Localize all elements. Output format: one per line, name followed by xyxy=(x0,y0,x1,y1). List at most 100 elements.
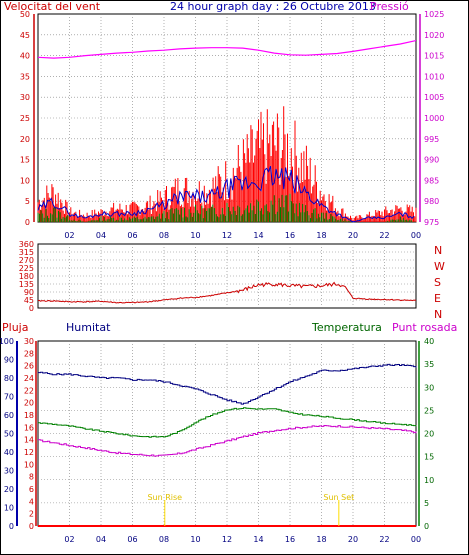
wind-tick-label: 45 xyxy=(20,31,30,40)
x-tick-label: 20 xyxy=(348,535,358,544)
x-tick-label: 22 xyxy=(379,535,389,544)
wind-direction-series xyxy=(37,281,417,304)
rain-tick-label: 2 xyxy=(29,510,34,519)
humidity-tick-label: 50 xyxy=(4,430,14,439)
compass-label: E xyxy=(434,292,441,305)
x-tick-label: 04 xyxy=(96,535,106,544)
direction-tick-label: 315 xyxy=(19,248,34,257)
pressure-tick-label: 1000 xyxy=(424,114,444,123)
temperature-axis-title: Temperatura xyxy=(311,321,382,334)
rain-tick-label: 0 xyxy=(29,522,34,531)
x-tick-label: 16 xyxy=(285,535,295,544)
direction-tick-label: 0 xyxy=(29,304,34,313)
temperature-series xyxy=(38,407,417,438)
temperature-tick-label: 5 xyxy=(424,499,429,508)
humidity-tick-label: 100 xyxy=(0,337,14,346)
x-tick-label: 08 xyxy=(159,231,169,240)
rain-tick-label: 14 xyxy=(24,436,34,445)
x-tick-label: 20 xyxy=(348,231,358,240)
humidity-tick-label: 40 xyxy=(4,448,14,457)
humidity-tick-label: 20 xyxy=(4,485,14,494)
x-tick-label: 06 xyxy=(127,231,137,240)
rain-tick-label: 22 xyxy=(24,386,34,395)
wind-tick-label: 10 xyxy=(20,176,30,185)
pressure-tick-label: 985 xyxy=(424,176,439,185)
direction-tick-label: 270 xyxy=(19,256,34,265)
rain-tick-label: 30 xyxy=(24,337,34,346)
dewpoint-series xyxy=(38,425,417,457)
direction-tick-label: 180 xyxy=(19,272,34,281)
pressure-axis-title: Pressió xyxy=(370,0,409,13)
wind-tick-label: 20 xyxy=(20,135,30,144)
sunrise-label: Sun Rise xyxy=(147,493,182,502)
humidity-series xyxy=(38,363,417,405)
wind-tick-label: 40 xyxy=(20,52,30,61)
humidity-axis-title: Humitat xyxy=(66,321,111,334)
rain-tick-label: 26 xyxy=(24,362,34,371)
humidity-tick-label: 0 xyxy=(9,522,14,531)
x-tick-label: 18 xyxy=(316,535,326,544)
direction-tick-label: 45 xyxy=(24,296,34,305)
rain-tick-label: 10 xyxy=(24,460,34,469)
humidity-tick-label: 80 xyxy=(4,374,14,383)
compass-label: W xyxy=(434,260,445,273)
x-tick-label: 14 xyxy=(253,535,263,544)
dewpoint-axis-title: Punt rosada xyxy=(392,321,457,334)
pressure-tick-label: 990 xyxy=(424,156,439,165)
x-tick-label: 10 xyxy=(190,231,200,240)
graph-title: 24 hour graph day : 26 Octubre 2013 xyxy=(170,0,376,13)
pressure-series xyxy=(37,40,417,59)
compass-label: N xyxy=(434,244,442,257)
wind-tick-label: 15 xyxy=(20,156,30,165)
rain-tick-label: 24 xyxy=(24,374,34,383)
wind-tick-label: 25 xyxy=(20,114,30,123)
wind-tick-label: 30 xyxy=(20,93,30,102)
x-tick-label: 12 xyxy=(222,535,232,544)
wind-tick-label: 0 xyxy=(25,218,30,227)
x-tick-label: 12 xyxy=(222,231,232,240)
direction-tick-label: 360 xyxy=(19,240,34,249)
avg-wind-series xyxy=(37,193,415,222)
pressure-tick-label: 995 xyxy=(424,135,439,144)
temperature-tick-label: 15 xyxy=(424,453,434,462)
wind-tick-label: 35 xyxy=(20,72,30,81)
direction-tick-label: 135 xyxy=(19,280,34,289)
x-tick-label: 04 xyxy=(96,231,106,240)
x-tick-label: 02 xyxy=(64,231,74,240)
rain-tick-label: 28 xyxy=(24,349,34,358)
pressure-tick-label: 1010 xyxy=(424,72,444,81)
compass-label: N xyxy=(434,308,442,321)
x-tick-label: 08 xyxy=(159,535,169,544)
temperature-tick-label: 30 xyxy=(424,383,434,392)
pressure-tick-label: 975 xyxy=(424,218,439,227)
temperature-tick-label: 40 xyxy=(424,337,434,346)
x-tick-label: 00 xyxy=(411,231,421,240)
humidity-tick-label: 60 xyxy=(4,411,14,420)
rain-tick-label: 4 xyxy=(29,497,34,506)
rain-tick-label: 18 xyxy=(24,411,34,420)
rain-tick-label: 6 xyxy=(29,485,34,494)
rain-tick-label: 20 xyxy=(24,399,34,408)
x-tick-label: 14 xyxy=(253,231,263,240)
x-tick-label: 16 xyxy=(285,231,295,240)
x-tick-label: 02 xyxy=(64,535,74,544)
wind-tick-label: 5 xyxy=(25,197,30,206)
compass-label: S xyxy=(434,276,441,289)
wind-speed-axis-title: Velocitat del vent xyxy=(4,0,101,13)
x-tick-label: 10 xyxy=(190,535,200,544)
rain-tick-label: 8 xyxy=(29,473,34,482)
pressure-tick-label: 1020 xyxy=(424,31,444,40)
temperature-tick-label: 35 xyxy=(424,360,434,369)
wind-speed-series xyxy=(37,166,415,223)
temperature-tick-label: 20 xyxy=(424,430,434,439)
humidity-tick-label: 30 xyxy=(4,467,14,476)
x-tick-label: 06 xyxy=(127,535,137,544)
pressure-tick-label: 1025 xyxy=(424,10,444,19)
rain-axis-title: Pluja xyxy=(2,321,28,334)
rain-tick-label: 16 xyxy=(24,423,34,432)
wind-tick-label: 50 xyxy=(20,10,30,19)
x-tick-label: 18 xyxy=(316,231,326,240)
humidity-tick-label: 70 xyxy=(4,393,14,402)
